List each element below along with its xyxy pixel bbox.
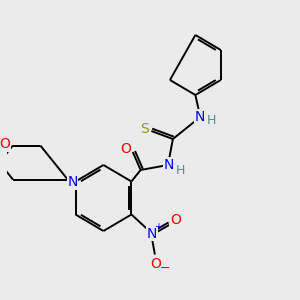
Text: H: H bbox=[206, 115, 216, 128]
Text: S: S bbox=[140, 122, 149, 136]
Text: −: − bbox=[159, 262, 170, 275]
Text: O: O bbox=[121, 142, 131, 156]
Text: O: O bbox=[0, 137, 11, 152]
Text: O: O bbox=[150, 256, 161, 271]
Text: N: N bbox=[147, 226, 157, 241]
Text: +: + bbox=[154, 221, 162, 232]
Text: N: N bbox=[195, 110, 206, 124]
Text: N: N bbox=[68, 176, 78, 190]
Text: O: O bbox=[170, 212, 181, 226]
Text: H: H bbox=[176, 164, 185, 176]
Text: N: N bbox=[164, 158, 174, 172]
